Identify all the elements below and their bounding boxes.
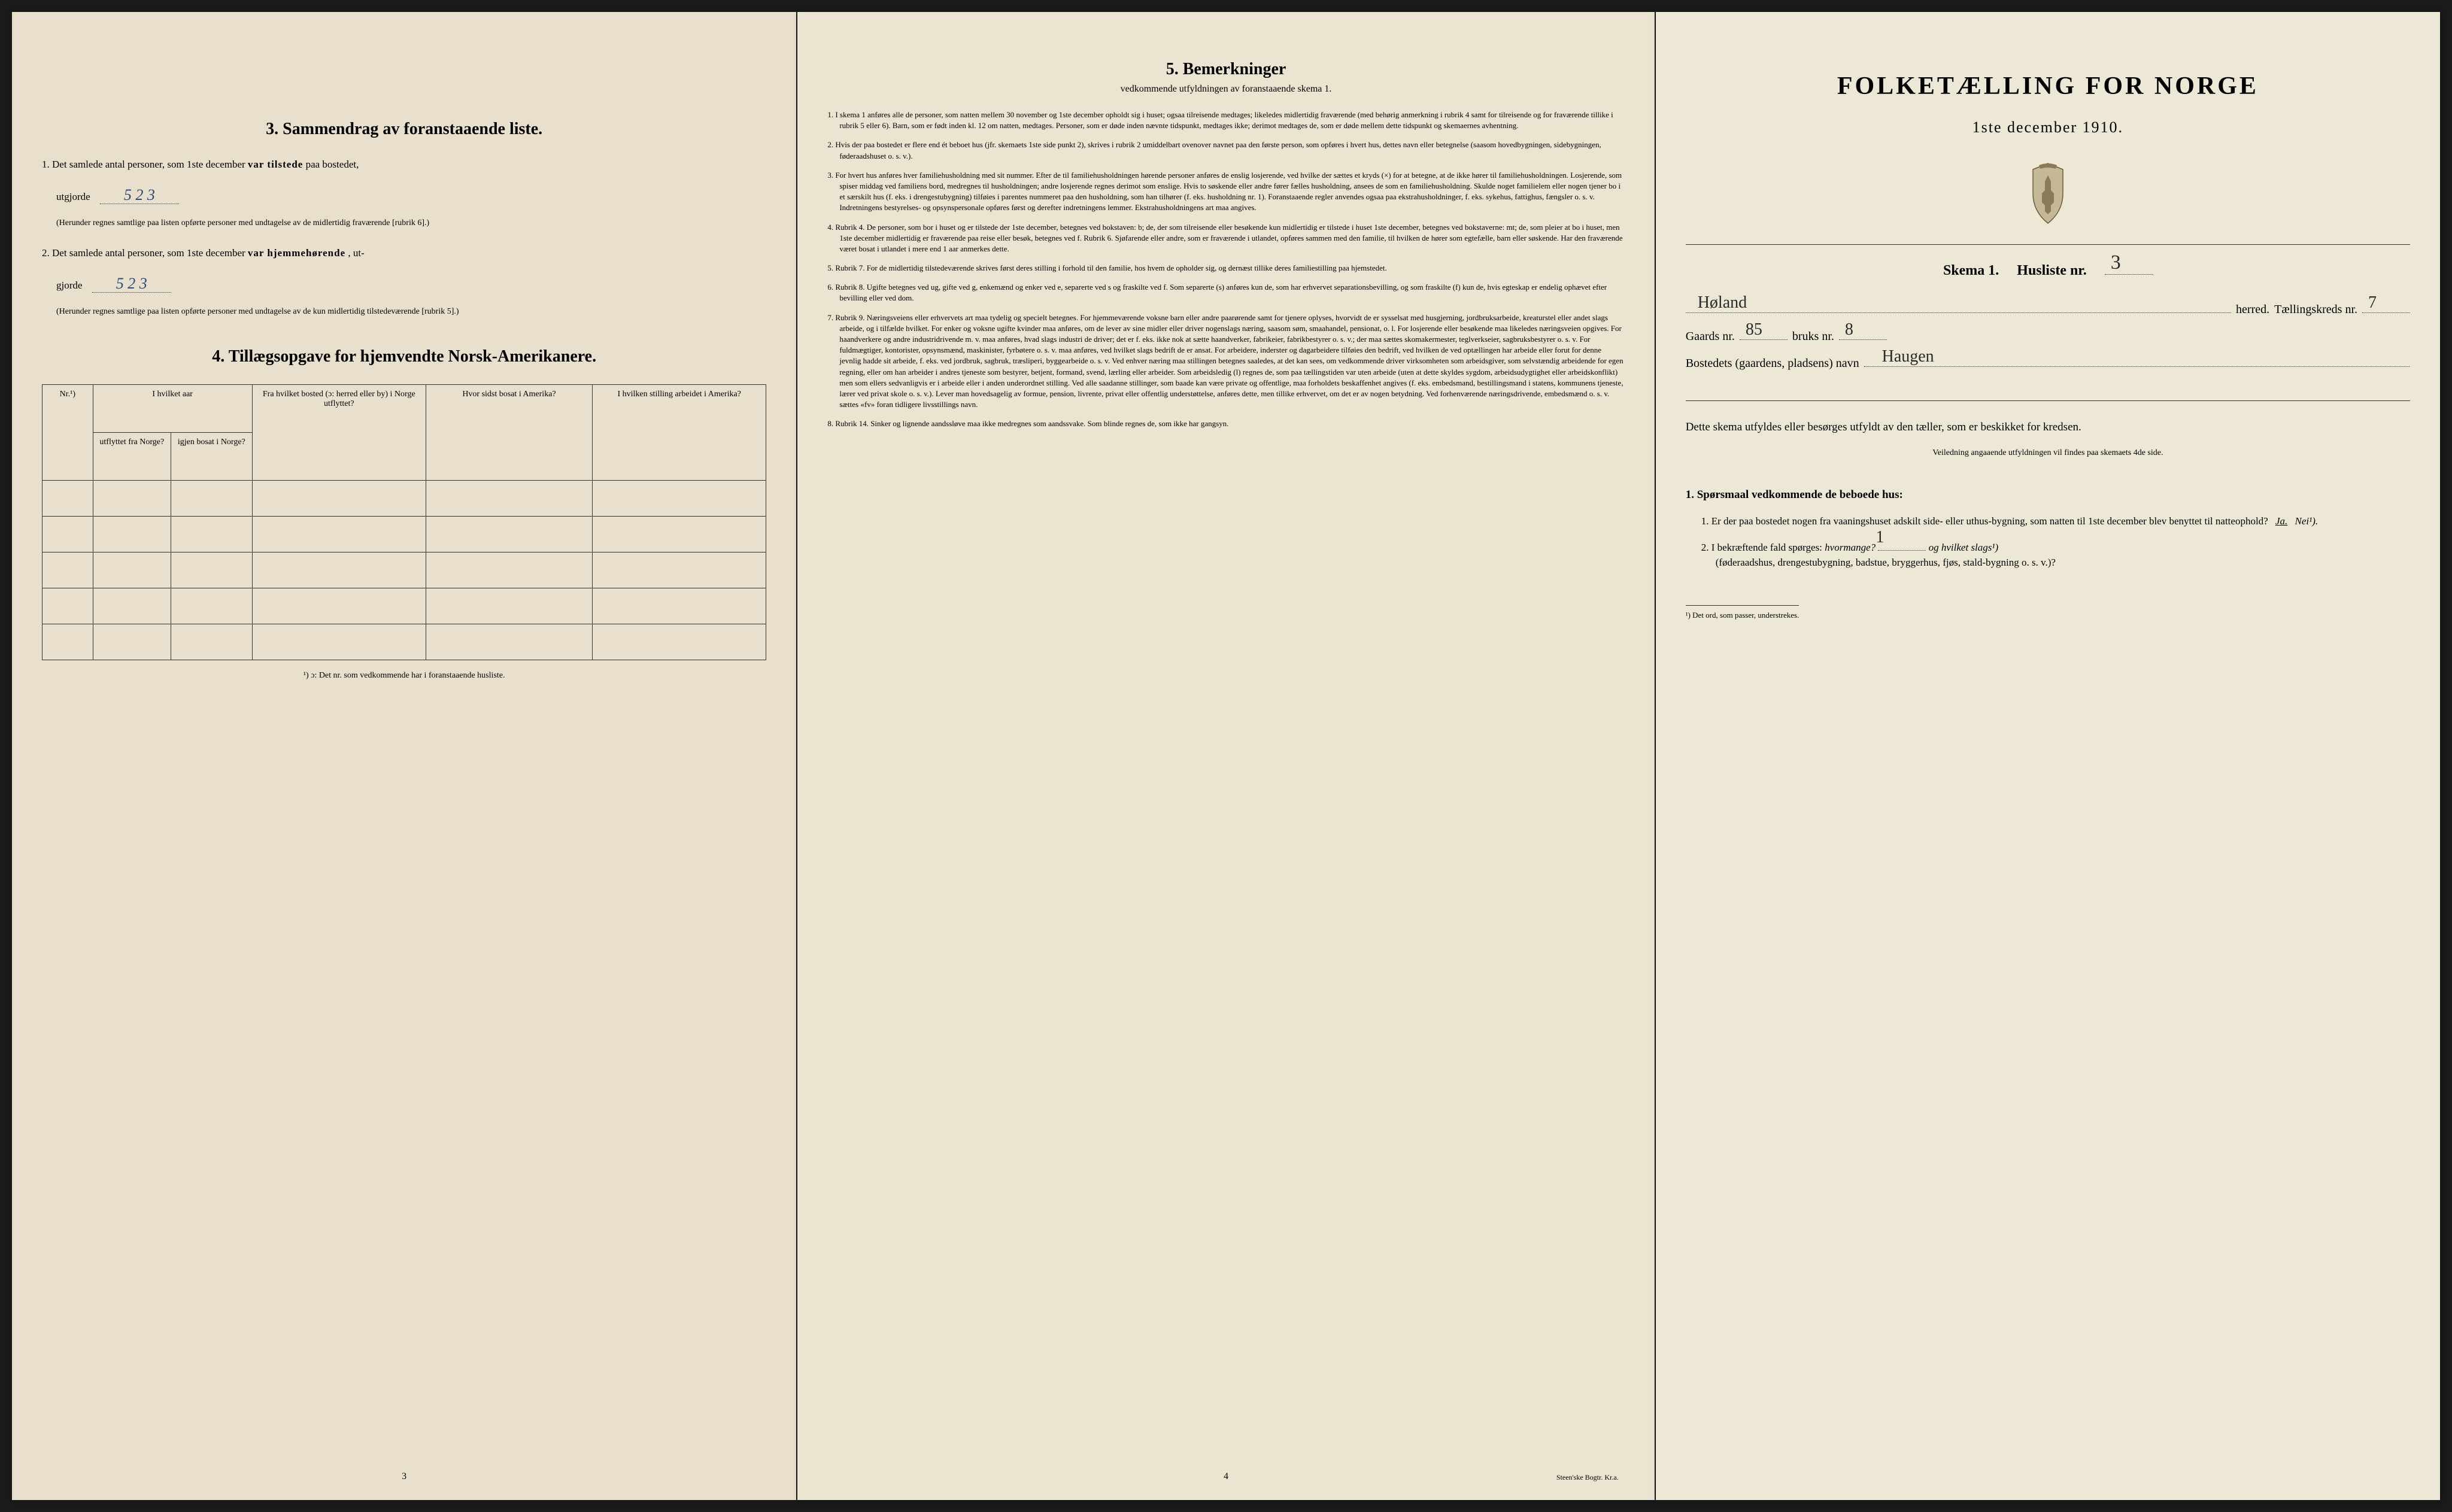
- item-1-handwritten-value: 5 2 3: [100, 186, 179, 204]
- th-nr: Nr.¹): [43, 385, 93, 481]
- bosted-label: Bostedets (gaardens, pladsens) navn: [1686, 357, 1859, 371]
- q1-heading: 1. Spørsmaal vedkommende de beboede hus:: [1686, 488, 2410, 502]
- page-4: 5. Bemerkninger vedkommende utfyldningen…: [797, 12, 1654, 1500]
- item-1: 1. Det samlede antal personer, som 1ste …: [42, 157, 766, 172]
- tallingskreds-value: 7: [2368, 293, 2377, 312]
- table-row: [43, 588, 766, 624]
- item-2-line2: gjorde 5 2 3: [42, 272, 766, 295]
- section-3-title: 3. Sammendrag av foranstaaende liste.: [42, 120, 766, 139]
- remark-2: 2. Hvis der paa bostedet er flere end ét…: [827, 139, 1624, 161]
- printer-text: Steen'ske Bogtr. Kr.a.: [1556, 1473, 1619, 1482]
- husliste-label: Husliste nr.: [2017, 263, 2086, 279]
- item-1-suffix: paa bostedet,: [306, 159, 359, 170]
- coat-of-arms-icon: [2021, 160, 2075, 226]
- q1-2-text: 2. I bekræftende fald spørges:: [1701, 542, 1822, 553]
- item-2-bold: var hjemmehørende: [248, 247, 345, 259]
- item-2: 2. Det samlede antal personer, som 1ste …: [42, 245, 766, 261]
- th-position: I hvilken stilling arbeidet i Amerika?: [593, 385, 766, 481]
- gaards-value: 85: [1746, 320, 1762, 339]
- remark-1: 1. I skema 1 anføres alle de personer, s…: [827, 110, 1624, 131]
- herred-label: herred.: [2236, 303, 2269, 317]
- instruction-note: Veiledning angaaende utfyldningen vil fi…: [1686, 447, 2410, 459]
- instruction-text: Dette skema utfyldes eller besørges utfy…: [1686, 419, 2410, 436]
- remark-6: 6. Rubrik 8. Ugifte betegnes ved ug, gif…: [827, 282, 1624, 303]
- bruks-label: bruks nr.: [1792, 330, 1834, 344]
- table-row: [43, 517, 766, 552]
- th-america: Hvor sidst bosat i Amerika?: [426, 385, 592, 481]
- table-row: [43, 624, 766, 660]
- item-2-prefix: 2. Det samlede antal personer, som 1ste …: [42, 247, 248, 259]
- item-2-handwritten-value: 5 2 3: [92, 275, 171, 293]
- item-1-line2: utgjorde 5 2 3: [42, 183, 766, 207]
- section-5-subtitle: vedkommende utfyldningen av foranstaaend…: [827, 84, 1624, 95]
- remark-3: 3. For hvert hus anføres hver familiehus…: [827, 170, 1624, 214]
- footnote: ¹) Det ord, som passer, understrekes.: [1686, 605, 1799, 620]
- page-3: 3. Sammendrag av foranstaaende liste. 1.…: [12, 12, 796, 1500]
- census-title: FOLKETÆLLING FOR NORGE: [1686, 72, 2410, 101]
- section-4-title: 4. Tillægsopgave for hjemvendte Norsk-Am…: [42, 347, 766, 366]
- husliste-value: 3: [2111, 251, 2121, 274]
- remarks-list: 1. I skema 1 anføres alle de personer, s…: [827, 110, 1624, 430]
- remark-7: 7. Rubrik 9. Næringsveiens eller erhverv…: [827, 312, 1624, 411]
- bosted-line: Bostedets (gaardens, pladsens) navn Haug…: [1686, 357, 2410, 371]
- herred-line: Høland herred. Tællingskreds nr. 7: [1686, 303, 2410, 317]
- q1-1-nei: Nei¹).: [2295, 515, 2319, 527]
- th-emigrated: utflyttet fra Norge?: [93, 433, 171, 481]
- gaards-label: Gaards nr.: [1686, 330, 1735, 344]
- remark-5: 5. Rubrik 7. For de midlertidig tilstede…: [827, 263, 1624, 274]
- item-1-note: (Herunder regnes samtlige paa listen opf…: [42, 217, 766, 229]
- item-1-bold: var tilstede: [248, 159, 303, 170]
- item-2-suffix: , ut-: [348, 247, 364, 259]
- item-2-gjorde: gjorde: [56, 280, 82, 291]
- table-row: [43, 481, 766, 517]
- section-5-title: 5. Bemerkninger: [827, 60, 1624, 79]
- herred-value: Høland: [1698, 293, 1747, 312]
- item-1-utgjorde: utgjorde: [56, 191, 90, 202]
- skema-line: Skema 1. Husliste nr. 3: [1686, 263, 2410, 279]
- tallingskreds-label: Tællingskreds nr.: [2274, 303, 2357, 317]
- bruks-value: 8: [1845, 320, 1853, 339]
- q1-2-hvormange-label: hvormange?: [1825, 542, 1876, 553]
- q1-1-ja: Ja.: [2275, 515, 2287, 527]
- page-number-3: 3: [402, 1471, 406, 1482]
- q1-2: 2. I bekræftende fald spørges: hvormange…: [1686, 540, 2410, 570]
- page-number-4: 4: [1224, 1471, 1228, 1482]
- th-returned: igjen bosat i Norge?: [171, 433, 253, 481]
- q1-2-slags-label: og hvilket slags¹): [1929, 542, 1999, 553]
- table-row: [43, 552, 766, 588]
- census-document: 3. Sammendrag av foranstaaende liste. 1.…: [12, 12, 2440, 1500]
- remark-4: 4. Rubrik 4. De personer, som bor i huse…: [827, 222, 1624, 255]
- th-from: Fra hvilket bosted (ɔ: herred eller by) …: [252, 385, 426, 481]
- q1-2-options: (føderaadshus, drengestubygning, badstue…: [1716, 557, 2056, 568]
- table-footnote: ¹) ɔ: Det nr. som vedkommende har i fora…: [42, 670, 766, 682]
- bosted-value: Haugen: [1882, 347, 1934, 366]
- q1-1: 1. Er der paa bostedet nogen fra vaaning…: [1686, 514, 2410, 529]
- page-cover: FOLKETÆLLING FOR NORGE 1ste december 191…: [1656, 12, 2440, 1500]
- q1-1-text: 1. Er der paa bostedet nogen fra vaaning…: [1701, 515, 2268, 527]
- gaards-line: Gaards nr. 85 bruks nr. 8: [1686, 330, 2410, 344]
- addendum-table: Nr.¹) I hvilket aar Fra hvilket bosted (…: [42, 384, 766, 660]
- question-section: 1. Spørsmaal vedkommende de beboede hus:…: [1686, 488, 2410, 570]
- table-body: [43, 481, 766, 660]
- skema-label: Skema 1.: [1943, 263, 1999, 279]
- census-date: 1ste december 1910.: [1686, 119, 2410, 136]
- th-year: I hvilket aar: [93, 385, 252, 433]
- item-2-note: (Herunder regnes samtlige paa listen opf…: [42, 306, 766, 318]
- item-1-prefix: 1. Det samlede antal personer, som 1ste …: [42, 159, 248, 170]
- remark-8: 8. Rubrik 14. Sinker og lignende aandssl…: [827, 418, 1624, 429]
